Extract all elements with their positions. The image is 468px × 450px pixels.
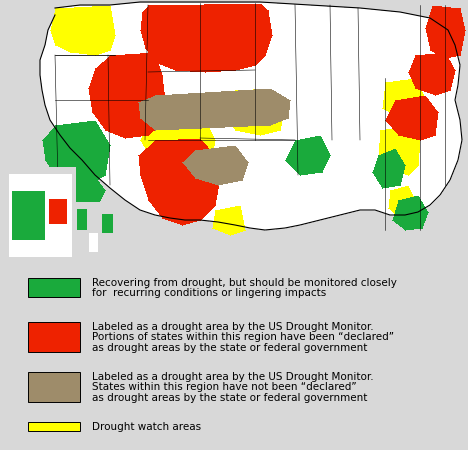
Text: as drought areas by the state or federal government: as drought areas by the state or federal… bbox=[92, 343, 367, 353]
Text: Drought watch areas: Drought watch areas bbox=[92, 422, 201, 432]
Bar bbox=[28, 372, 80, 401]
Text: Recovering from drought, but should be monitored closely: Recovering from drought, but should be m… bbox=[92, 278, 397, 288]
Bar bbox=[28, 422, 80, 431]
Text: States within this region have not been “declared”: States within this region have not been … bbox=[92, 382, 357, 392]
Text: Labeled as a drought area by the US Drought Monitor.: Labeled as a drought area by the US Drou… bbox=[92, 322, 373, 332]
Bar bbox=[28, 278, 80, 297]
Bar bbox=[28, 322, 80, 351]
Text: as drought areas by the state or federal government: as drought areas by the state or federal… bbox=[92, 393, 367, 403]
Text: Portions of states within this region have been “declared”: Portions of states within this region ha… bbox=[92, 333, 394, 342]
Text: Labeled as a drought area by the US Drought Monitor.: Labeled as a drought area by the US Drou… bbox=[92, 372, 373, 382]
Text: for  recurring conditions or lingering impacts: for recurring conditions or lingering im… bbox=[92, 288, 326, 298]
